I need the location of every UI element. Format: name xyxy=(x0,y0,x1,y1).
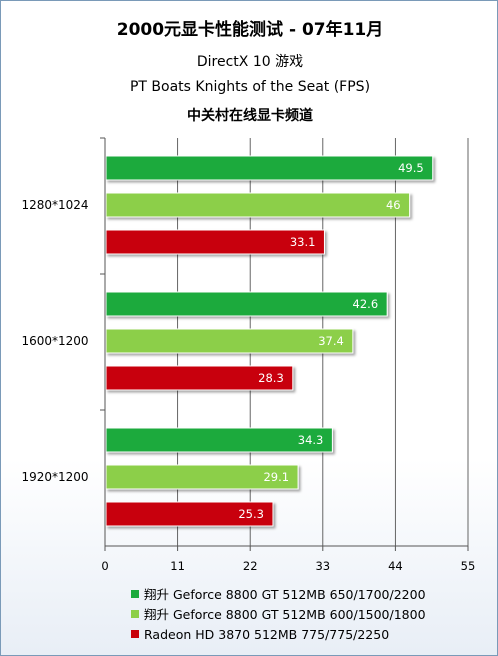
data-label: 46 xyxy=(386,198,401,212)
data-label: 29.1 xyxy=(263,470,289,484)
data-label: 42.6 xyxy=(353,297,379,311)
bar xyxy=(105,155,434,181)
legend-label-2: Radeon HD 3870 512MB 775/775/2250 xyxy=(144,627,390,642)
legend-swatch-1 xyxy=(131,610,139,618)
axes xyxy=(100,137,469,551)
data-label: 25.3 xyxy=(238,507,264,521)
chart-title: 2000元显卡性能测试 - 07年11月 xyxy=(116,20,384,40)
data-label: 28.3 xyxy=(258,371,284,385)
legend-item-2: Radeon HD 3870 512MB 775/775/2250 xyxy=(131,625,426,645)
x-tick-label: 44 xyxy=(388,559,403,573)
chart-subtitle-game: PT Boats Knights of the Seat (FPS) xyxy=(129,79,371,95)
legend-label-1: 翔升 Geforce 8800 GT 512MB 600/1500/1800 xyxy=(144,607,426,622)
bar xyxy=(105,365,294,391)
legend: 翔升 Geforce 8800 GT 512MB 650/1700/2200 翔… xyxy=(131,585,426,645)
chart-source: 中关村在线显卡频道 xyxy=(187,108,313,124)
data-label: 49.5 xyxy=(398,161,424,175)
legend-label-0: 翔升 Geforce 8800 GT 512MB 650/1700/2200 xyxy=(144,587,426,602)
bar xyxy=(105,501,274,527)
bar xyxy=(105,464,299,490)
bar xyxy=(105,229,325,255)
legend-swatch-2 xyxy=(131,630,139,638)
labels: 0 11 22 33 44 55 1280*1024 49.5 46 33.1 1600*1200 4… xyxy=(21,161,475,573)
legend-item-0: 翔升 Geforce 8800 GT 512MB 650/1700/2200 xyxy=(131,585,426,605)
x-tick-label: 55 xyxy=(461,559,476,573)
bar xyxy=(105,427,333,453)
x-tick-label: 11 xyxy=(170,559,185,573)
data-label: 34.3 xyxy=(298,433,324,447)
x-tick-label: 22 xyxy=(243,559,258,573)
category-label: 1280*1024 xyxy=(21,198,88,212)
category-label: 1920*1200 xyxy=(21,470,88,484)
legend-item-1: 翔升 Geforce 8800 GT 512MB 600/1500/1800 xyxy=(131,605,426,625)
legend-swatch-0 xyxy=(131,590,139,598)
chart-subtitle-api: DirectX 10 游戏 xyxy=(196,54,304,70)
data-label: 33.1 xyxy=(290,235,316,249)
x-tick-label: 33 xyxy=(315,559,330,573)
bars xyxy=(105,155,434,527)
data-label: 37.4 xyxy=(318,334,344,348)
category-label: 1600*1200 xyxy=(21,334,88,348)
bar xyxy=(105,328,354,354)
bar-chart: 0 11 22 33 44 55 1280*1024 49.5 46 33.1 1600*1200 4… xyxy=(21,137,475,573)
bar xyxy=(105,291,388,317)
bar xyxy=(105,192,411,218)
x-tick-label: 0 xyxy=(101,559,108,573)
